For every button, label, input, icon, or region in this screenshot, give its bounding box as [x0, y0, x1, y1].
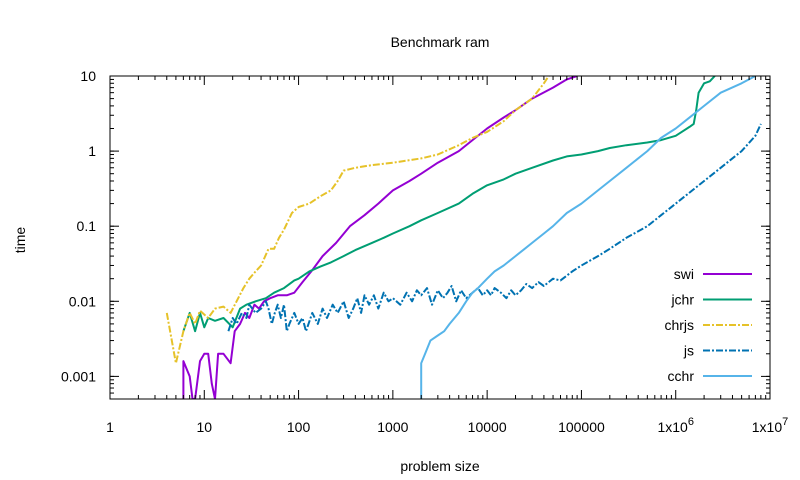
- series-line-jchr: [182, 76, 716, 333]
- x-tick-label: 1x106: [657, 416, 693, 435]
- y-tick-label: 0.1: [77, 218, 97, 234]
- y-tick-label: 10: [80, 68, 96, 84]
- x-tick-label: 100: [287, 419, 311, 435]
- y-tick-label: 0.001: [61, 368, 96, 384]
- legend-label-cchr: cchr: [668, 368, 695, 384]
- x-tick-label: 100000: [558, 419, 605, 435]
- x-tick-label: 10000: [468, 419, 507, 435]
- legend-label-chrjs: chrjs: [664, 317, 694, 333]
- x-tick-label: 1x107: [752, 416, 788, 435]
- legend-label-js: js: [683, 343, 694, 359]
- legend-label-jchr: jchr: [670, 292, 694, 308]
- y-tick-label: 1: [88, 143, 96, 159]
- x-tick-label: 10: [196, 419, 212, 435]
- series-line-swi: [182, 76, 578, 399]
- legend: swi jchr chrjs js cchr: [664, 266, 752, 384]
- x-tick-label: 1: [106, 419, 114, 435]
- plot-frame: [109, 75, 771, 400]
- legend-label-swi: swi: [674, 266, 694, 282]
- y-axis-label: time: [12, 227, 28, 254]
- series-line-js: [227, 123, 762, 333]
- chart-title: Benchmark ram: [391, 34, 490, 50]
- x-axis-label: problem size: [400, 458, 480, 474]
- x-tick-label: 1000: [377, 419, 408, 435]
- tick-layer: 1 10 100 1000 10000 100000 1x106 1x107 0.001 0.01…: [61, 68, 788, 435]
- series-layer: [165, 76, 762, 399]
- series-line-chrjs: [165, 76, 550, 365]
- y-tick-label: 0.01: [69, 293, 96, 309]
- series-line-cchr: [420, 76, 756, 399]
